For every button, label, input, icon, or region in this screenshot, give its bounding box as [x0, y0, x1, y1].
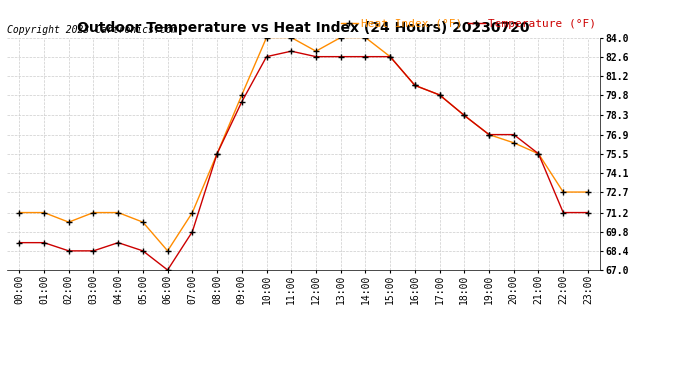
Temperature (°F)	[40, 240, 48, 245]
Heat Index (°F)	[287, 35, 295, 40]
Temperature (°F)	[534, 152, 542, 156]
Temperature (°F)	[435, 93, 444, 97]
Temperature (°F)	[337, 54, 345, 59]
Heat Index (°F)	[435, 93, 444, 97]
Temperature (°F)	[213, 152, 221, 156]
Heat Index (°F)	[262, 35, 270, 40]
Heat Index (°F)	[362, 35, 370, 40]
Temperature (°F)	[237, 99, 246, 104]
Heat Index (°F)	[213, 152, 221, 156]
Heat Index (°F)	[114, 210, 122, 215]
Heat Index (°F)	[510, 141, 518, 145]
Heat Index (°F)	[312, 49, 320, 53]
Temperature (°F)	[287, 49, 295, 53]
Heat Index (°F)	[534, 152, 542, 156]
Heat Index (°F)	[15, 210, 23, 215]
Temperature (°F)	[188, 230, 197, 234]
Heat Index (°F)	[386, 54, 394, 59]
Temperature (°F)	[559, 210, 567, 215]
Temperature (°F)	[584, 210, 592, 215]
Line: Heat Index (°F): Heat Index (°F)	[17, 35, 591, 254]
Temperature (°F)	[485, 132, 493, 137]
Title: Outdoor Temperature vs Heat Index (24 Hours) 20230720: Outdoor Temperature vs Heat Index (24 Ho…	[77, 21, 530, 35]
Temperature (°F)	[164, 268, 172, 272]
Heat Index (°F)	[584, 190, 592, 194]
Temperature (°F)	[139, 249, 147, 253]
Temperature (°F)	[411, 83, 419, 88]
Heat Index (°F)	[485, 132, 493, 137]
Heat Index (°F)	[139, 220, 147, 224]
Temperature (°F)	[262, 54, 270, 59]
Temperature (°F)	[510, 132, 518, 137]
Heat Index (°F)	[65, 220, 73, 224]
Heat Index (°F)	[164, 249, 172, 253]
Line: Temperature (°F): Temperature (°F)	[17, 48, 591, 273]
Legend: Heat Index (°F), Temperature (°F): Heat Index (°F), Temperature (°F)	[337, 14, 600, 33]
Temperature (°F)	[460, 113, 469, 118]
Temperature (°F)	[114, 240, 122, 245]
Heat Index (°F)	[337, 35, 345, 40]
Temperature (°F)	[15, 240, 23, 245]
Temperature (°F)	[65, 249, 73, 253]
Temperature (°F)	[89, 249, 97, 253]
Heat Index (°F)	[188, 210, 197, 215]
Temperature (°F)	[362, 54, 370, 59]
Heat Index (°F)	[460, 113, 469, 118]
Heat Index (°F)	[559, 190, 567, 194]
Heat Index (°F)	[237, 93, 246, 97]
Heat Index (°F)	[40, 210, 48, 215]
Temperature (°F)	[386, 54, 394, 59]
Heat Index (°F)	[89, 210, 97, 215]
Temperature (°F)	[312, 54, 320, 59]
Text: Copyright 2023 Cartronics.com: Copyright 2023 Cartronics.com	[7, 25, 177, 35]
Heat Index (°F)	[411, 83, 419, 88]
